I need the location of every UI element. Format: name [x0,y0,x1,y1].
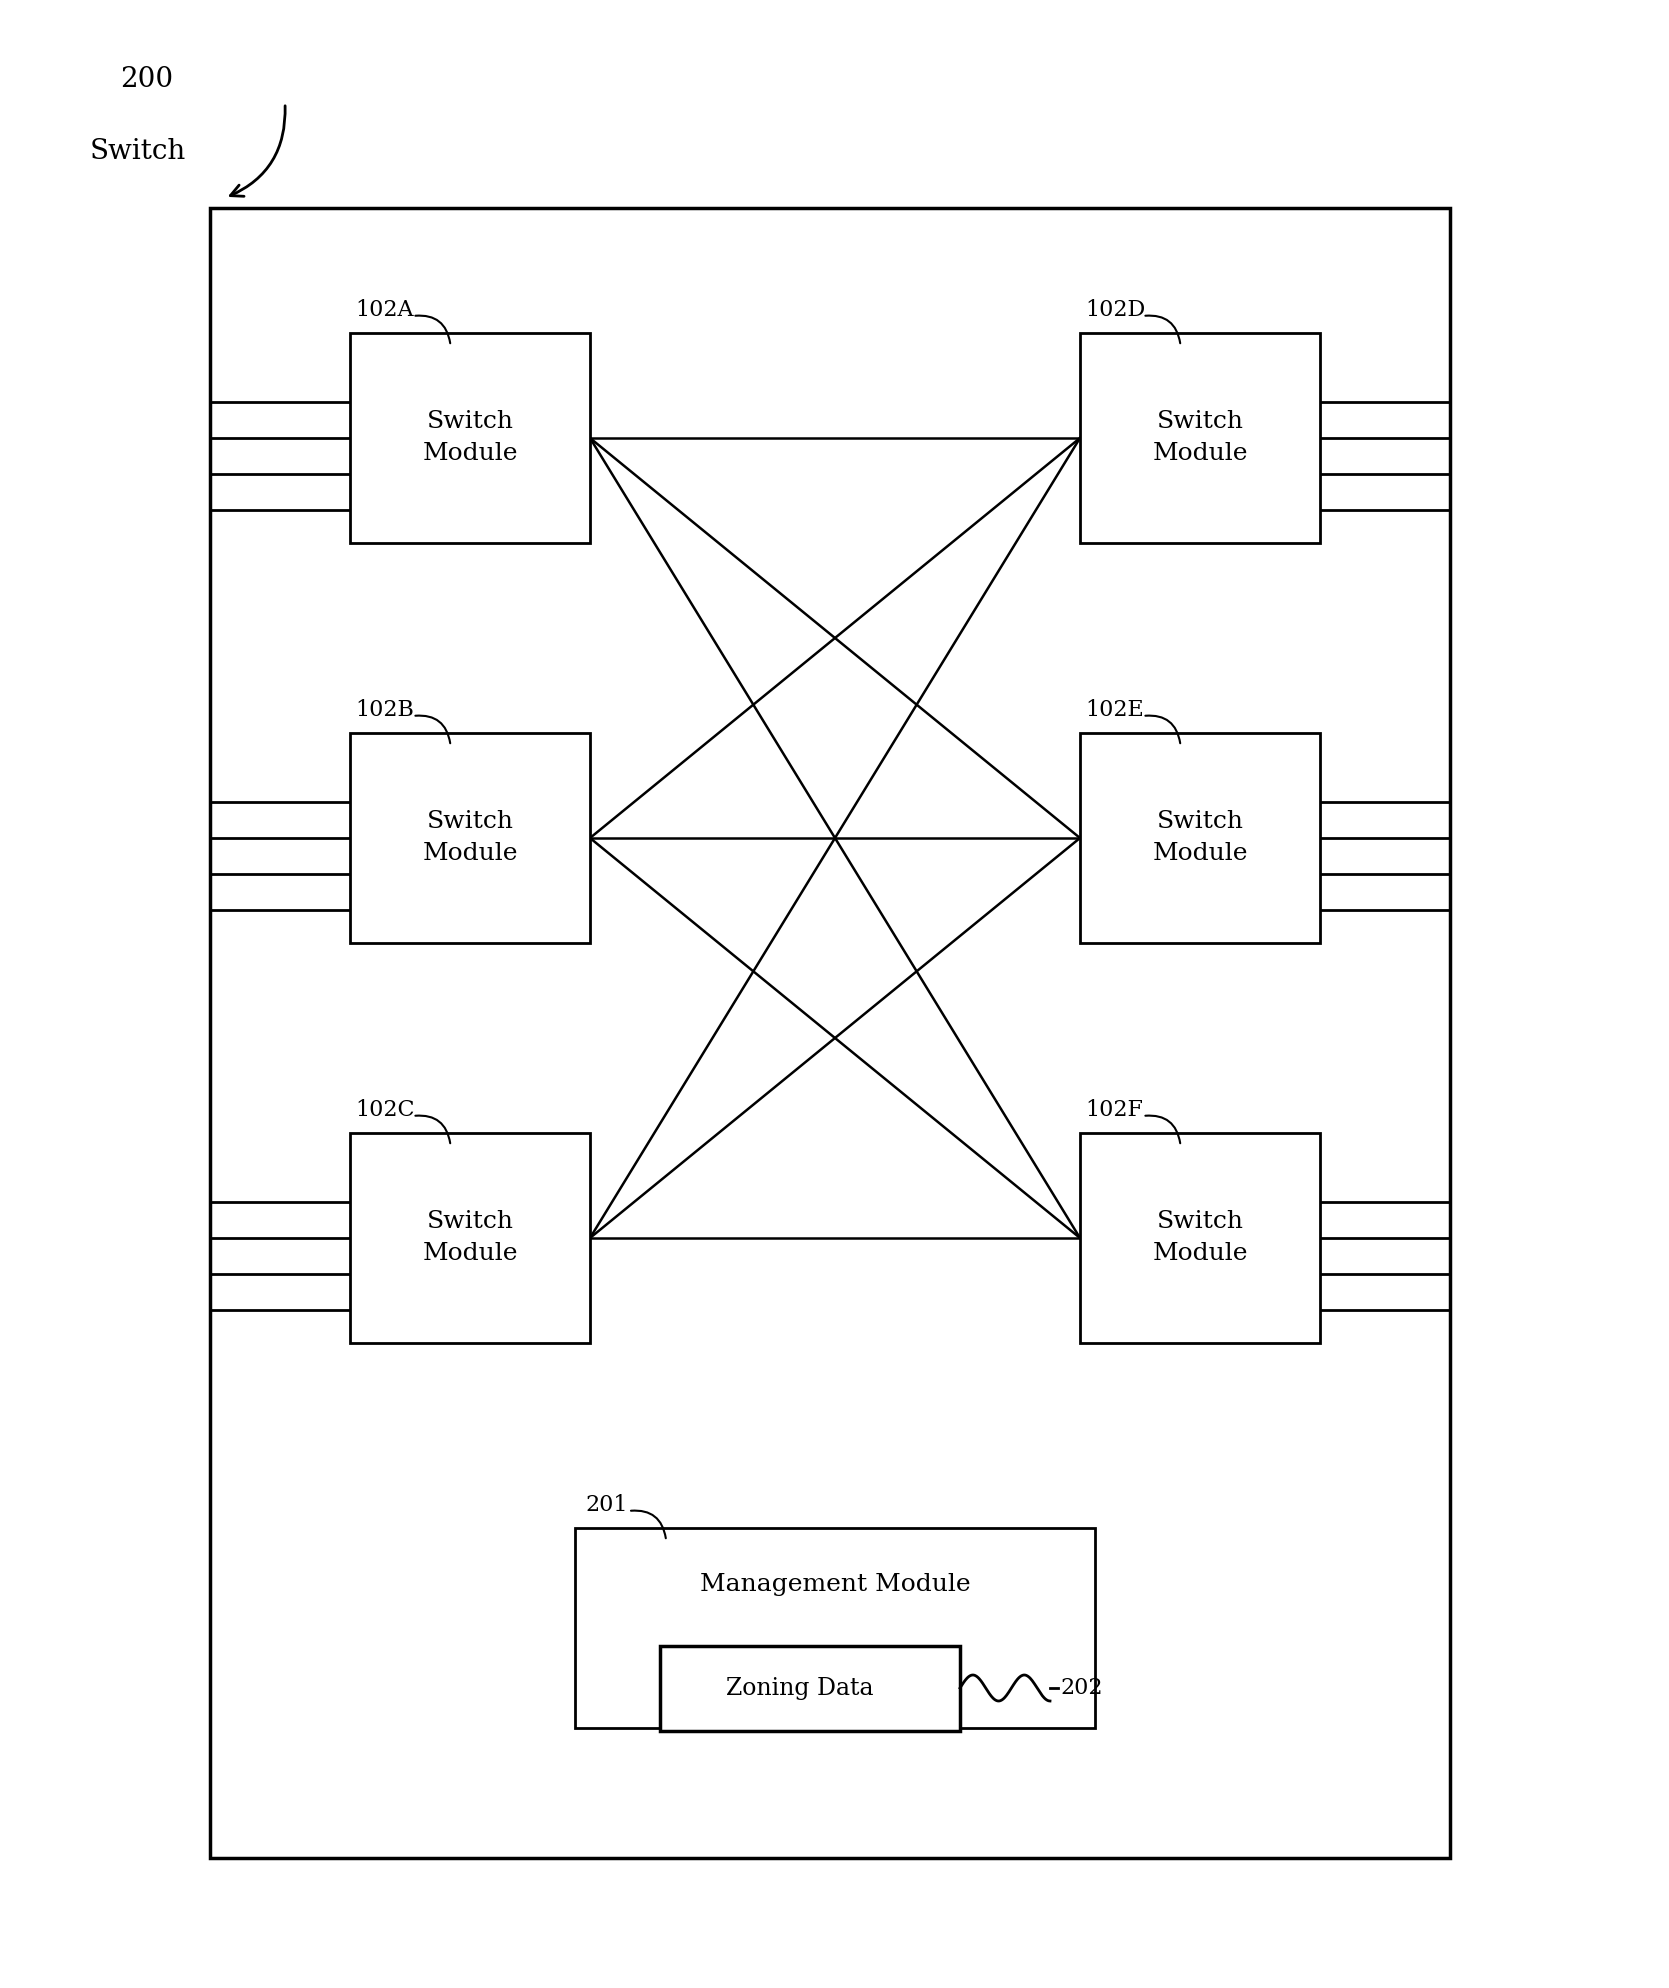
Text: Switch
Module: Switch Module [1152,1211,1248,1266]
Text: 102D: 102D [1085,298,1145,320]
Text: 102E: 102E [1085,700,1143,722]
Text: 202: 202 [1060,1678,1103,1700]
Text: Switch
Module: Switch Module [1152,410,1248,465]
Text: 102B: 102B [355,700,414,722]
Bar [350,334,591,543]
Bar [659,1646,960,1730]
Bar [1080,734,1320,942]
Bar [210,209,1450,1859]
Text: 102F: 102F [1085,1099,1143,1121]
Text: Zoning Data: Zoning Data [726,1676,875,1700]
Text: Switch
Module: Switch Module [422,811,517,865]
Text: 201: 201 [586,1495,628,1517]
FancyArrowPatch shape [416,316,451,344]
Text: Management Module: Management Module [699,1573,970,1596]
FancyArrowPatch shape [416,716,451,744]
Text: Switch
Module: Switch Module [422,410,517,465]
Bar [576,1529,1095,1728]
Bar [1080,1133,1320,1344]
Text: 102C: 102C [355,1099,414,1121]
Text: Switch
Module: Switch Module [1152,811,1248,865]
FancyArrowPatch shape [1145,716,1180,744]
Bar [1080,334,1320,543]
FancyArrowPatch shape [416,1115,451,1143]
Text: Switch: Switch [90,137,187,165]
Text: Switch
Module: Switch Module [422,1211,517,1266]
Bar [350,734,591,942]
FancyArrowPatch shape [631,1511,666,1539]
Text: 200: 200 [120,66,174,93]
FancyArrowPatch shape [1145,1115,1180,1143]
Text: 102A: 102A [355,298,414,320]
FancyArrowPatch shape [230,105,285,197]
FancyArrowPatch shape [1145,316,1180,344]
Bar [350,1133,591,1344]
